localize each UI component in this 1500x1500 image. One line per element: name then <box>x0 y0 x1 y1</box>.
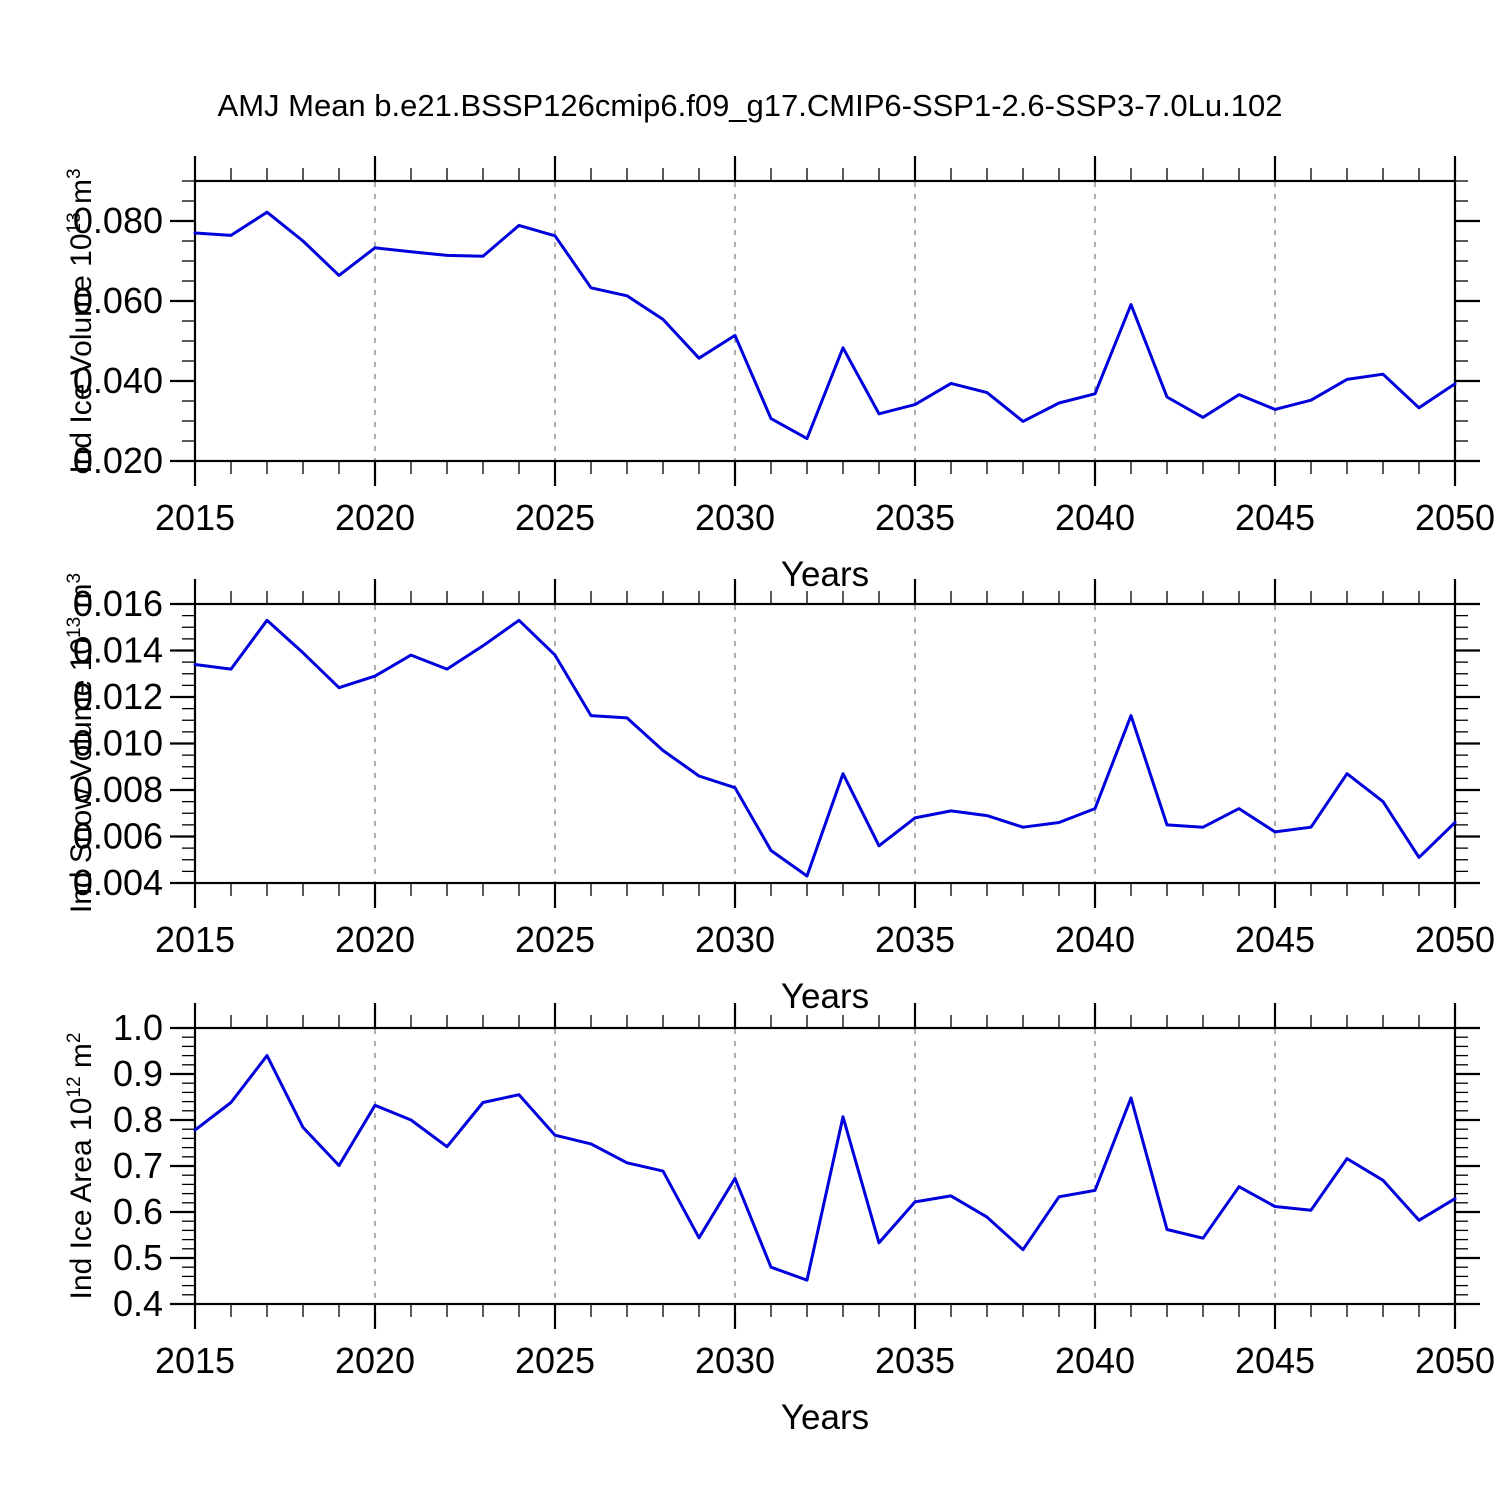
panel-2-x-tick-label: 2030 <box>695 919 775 960</box>
y-axis-label-exponent: 13 <box>64 212 85 234</box>
y-axis-label-unit: m <box>65 583 98 617</box>
panel-1-x-tick-label: 2050 <box>1415 497 1495 538</box>
panel-3-x-tick-label: 2030 <box>695 1340 775 1381</box>
panel-2-x-tick-label: 2025 <box>515 919 595 960</box>
panel-1-y-tick-label: 0.080 <box>73 200 163 241</box>
x-axis-label-panel-2: Years <box>780 977 870 1016</box>
panel-1-frame <box>193 179 1457 463</box>
panel-2-y-tick-label: 0.014 <box>73 630 163 671</box>
panel-3-y-tick-label: 0.6 <box>113 1191 163 1232</box>
panel-1-x-tick-label: 2035 <box>875 497 955 538</box>
panel-1-x-tick-label: 2015 <box>155 497 235 538</box>
panel-2-y-tick-label: 0.004 <box>73 862 163 903</box>
panel-3-frame <box>193 1026 1457 1306</box>
panel-3-x-tick-label: 2045 <box>1235 1340 1315 1381</box>
y-axis-label-unit: m <box>65 1043 98 1077</box>
y-axis-label-text: Ind Snow Volume 10 <box>65 637 98 914</box>
panel-2-frame <box>193 602 1457 885</box>
panel-2-data-line <box>193 618 1457 878</box>
y-axis-label-exponent: 12 <box>64 1076 85 1098</box>
y-axis-label-exponent: 13 <box>64 616 85 638</box>
plot-title: AMJ Mean b.e21.BSSP126cmip6.f09_g17.CMIP… <box>217 88 1283 123</box>
panel-2-x-tick-label: 2015 <box>155 919 235 960</box>
panel-3-data-line <box>193 1054 1457 1282</box>
y-axis-label-text: Ind Ice Area 10 <box>65 1097 98 1300</box>
x-axis-label-panel-3: Years <box>780 1398 870 1437</box>
panel-2-y-tick-label: 0.016 <box>73 583 163 624</box>
y-axis-label-unit: m <box>65 178 98 213</box>
panel-3-x-tick-label: 2020 <box>335 1340 415 1381</box>
panel-3-x-tick-label: 2040 <box>1055 1340 1135 1381</box>
panel-2-y-tick-label: 0.006 <box>73 816 163 857</box>
panel-3-x-tick-label: 2025 <box>515 1340 595 1381</box>
panel-2-y-tick-label: 0.010 <box>73 723 163 764</box>
panel-3-x-tick-label: 2035 <box>875 1340 955 1381</box>
panel-3-x-tick-label: 2015 <box>155 1340 235 1381</box>
panel-1-x-tick-label: 2045 <box>1235 497 1315 538</box>
panel-2-y-tick-label: 0.008 <box>73 769 163 810</box>
panel-2-x-tick-label: 2050 <box>1415 919 1495 960</box>
x-axis-label-panel-1: Years <box>780 555 870 594</box>
panel-2-x-tick-label: 2020 <box>335 919 415 960</box>
panel-1-x-tick-label: 2040 <box>1055 497 1135 538</box>
y-axis-label-ice-volume: Ind Ice Volume 1013 m3 <box>54 121 98 521</box>
panel-3-y-tick-label: 1.0 <box>113 1007 163 1048</box>
y-axis-label-ice-area: Ind Ice Area 1012 m2 <box>54 966 98 1366</box>
panel-1-x-tick-label: 2025 <box>515 497 595 538</box>
panel-3-y-tick-label: 0.5 <box>113 1237 163 1278</box>
panel-2-x-tick-label: 2040 <box>1055 919 1135 960</box>
panel-3-y-tick-label: 0.9 <box>113 1053 163 1094</box>
panel-1-data-line <box>193 210 1457 441</box>
panel-1-y-tick-label: 0.040 <box>73 360 163 401</box>
panel-2-x-tick-label: 2035 <box>875 919 955 960</box>
panel-1-x-tick-label: 2020 <box>335 497 415 538</box>
panel-3-y-tick-label: 0.4 <box>113 1283 163 1324</box>
y-axis-label-unit-exponent: 2 <box>64 1032 85 1044</box>
y-axis-label-unit-exponent: 3 <box>64 168 85 179</box>
panel-2-y-tick-label: 0.012 <box>73 676 163 717</box>
panel-3-x-tick-label: 2050 <box>1415 1340 1495 1381</box>
panel-1-y-tick-label: 0.060 <box>73 280 163 321</box>
panel-1-x-tick-label: 2030 <box>695 497 775 538</box>
y-axis-label-unit-exponent: 3 <box>64 572 85 584</box>
y-axis-label-text: Ind Ice Volume 10 <box>65 233 98 474</box>
panel-1-y-tick-label: 0.020 <box>73 440 163 481</box>
panel-3-y-tick-label: 0.8 <box>113 1099 163 1140</box>
y-axis-label-snow-volume: Ind Snow Volume 1013 m3 <box>54 543 98 943</box>
panel-2-x-tick-label: 2045 <box>1235 919 1315 960</box>
panel-3-y-tick-label: 0.7 <box>113 1145 163 1186</box>
